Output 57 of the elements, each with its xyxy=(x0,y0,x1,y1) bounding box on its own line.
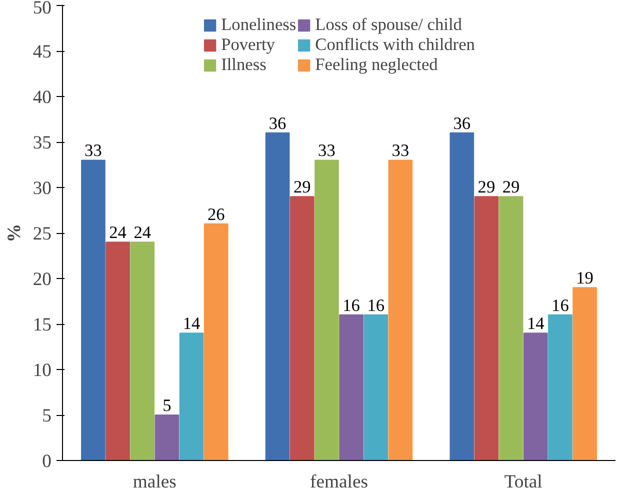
data-label: 16 xyxy=(367,296,385,315)
bar xyxy=(364,314,388,460)
bar xyxy=(523,332,548,460)
data-label: 29 xyxy=(293,178,311,197)
bar xyxy=(388,160,413,460)
y-tick-label: 35 xyxy=(32,132,52,154)
y-tick-label: 30 xyxy=(32,178,52,199)
y-tick-label: 40 xyxy=(32,87,52,108)
legend-label: Illness xyxy=(221,55,266,75)
data-label: 24 xyxy=(109,223,127,242)
legend-label: Poverty xyxy=(221,35,275,55)
data-label: 29 xyxy=(502,178,520,197)
bar xyxy=(106,242,130,460)
bar xyxy=(450,132,474,460)
x-tick-label: females xyxy=(310,472,368,492)
y-tick-label: 50 xyxy=(32,0,52,18)
data-label: 14 xyxy=(526,314,545,334)
y-tick-label: 20 xyxy=(32,269,52,290)
data-label: 33 xyxy=(392,141,410,160)
data-label: 33 xyxy=(318,141,336,160)
legend-label: Feeling neglected xyxy=(315,55,438,75)
legend-label: Loneliness xyxy=(221,15,296,35)
bar xyxy=(290,196,314,460)
bar xyxy=(179,332,204,460)
y-tick-label: 5 xyxy=(42,406,52,426)
y-tick-label: 15 xyxy=(32,314,52,336)
data-label: 33 xyxy=(84,141,102,160)
legend-label: Conflicts with children xyxy=(315,35,475,55)
data-label: 16 xyxy=(342,296,360,315)
bar xyxy=(204,223,228,460)
y-tick-label: 25 xyxy=(32,224,52,244)
data-label: 16 xyxy=(552,296,570,315)
x-tick-label: males xyxy=(132,472,176,492)
bar xyxy=(548,314,572,460)
bar xyxy=(339,314,364,460)
x-tick-label: Total xyxy=(504,472,542,492)
data-label: 29 xyxy=(478,178,496,197)
data-label: 5 xyxy=(162,396,172,415)
legend-label: Loss of spouse/ child xyxy=(315,15,462,35)
bar xyxy=(154,414,180,460)
bar xyxy=(130,242,155,460)
y-tick-label: 10 xyxy=(32,360,52,381)
y-axis-title: % xyxy=(4,224,25,242)
bar xyxy=(81,160,106,460)
bar xyxy=(314,160,339,460)
data-label: 19 xyxy=(576,268,594,288)
data-label: 14 xyxy=(182,314,201,334)
data-label: 36 xyxy=(268,114,287,133)
bar xyxy=(498,196,524,460)
bar xyxy=(474,196,499,460)
data-label: 24 xyxy=(134,223,152,242)
bar xyxy=(265,132,290,460)
data-label: 36 xyxy=(453,114,471,133)
y-tick-label: 45 xyxy=(32,42,52,62)
data-label: 26 xyxy=(207,204,226,224)
y-tick-label: 0 xyxy=(42,451,52,472)
bar xyxy=(572,287,597,460)
